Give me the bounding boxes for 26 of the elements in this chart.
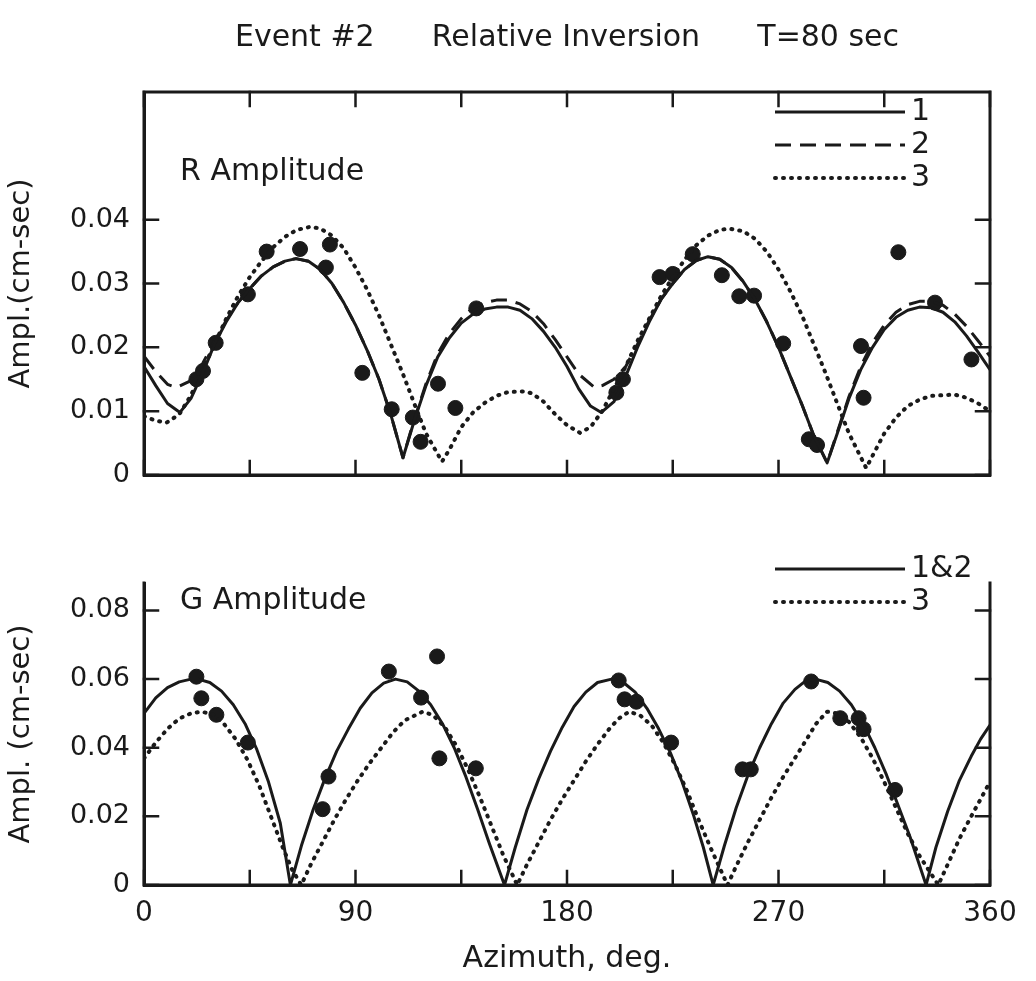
x-tick-label: 360 (963, 895, 1017, 929)
y-tick-label: 0.02 (69, 329, 130, 361)
y-tick-label: 0.04 (69, 201, 130, 233)
y-tick-label: 0 (112, 867, 130, 899)
y-tick-label: 0.08 (69, 592, 130, 624)
legend-label: 1 (911, 91, 931, 127)
chart-title: Event #2 Relative Inversion T=80 sec (233, 18, 901, 53)
y-tick-label: 0.03 (69, 265, 130, 297)
legend-label: 3 (911, 581, 931, 617)
chart-subtitle: G Amplitude (180, 580, 367, 616)
y-tick-label: 0 (112, 457, 130, 489)
y-tick-label: 0.04 (69, 729, 130, 761)
y-axis-title: Ampl. (cm-sec) (1, 624, 36, 844)
legend-label: 3 (911, 157, 931, 193)
legend-label: 2 (911, 124, 931, 160)
y-tick-label: 0.01 (69, 393, 130, 425)
y-axis-title: Ampl.(cm-sec) (1, 178, 36, 389)
x-tick-label: 0 (135, 895, 153, 929)
text: R Amplitude (180, 151, 365, 187)
x-tick-label: 90 (337, 895, 374, 929)
x-axis-title: Azimuth, deg. (462, 938, 672, 974)
y-tick-label: 0.06 (69, 661, 130, 693)
x-tick-label: 180 (540, 895, 594, 929)
x-tick-label: 270 (751, 895, 806, 929)
legend-label: 1&2 (911, 548, 973, 584)
y-tick-label: 0.02 (69, 798, 130, 830)
